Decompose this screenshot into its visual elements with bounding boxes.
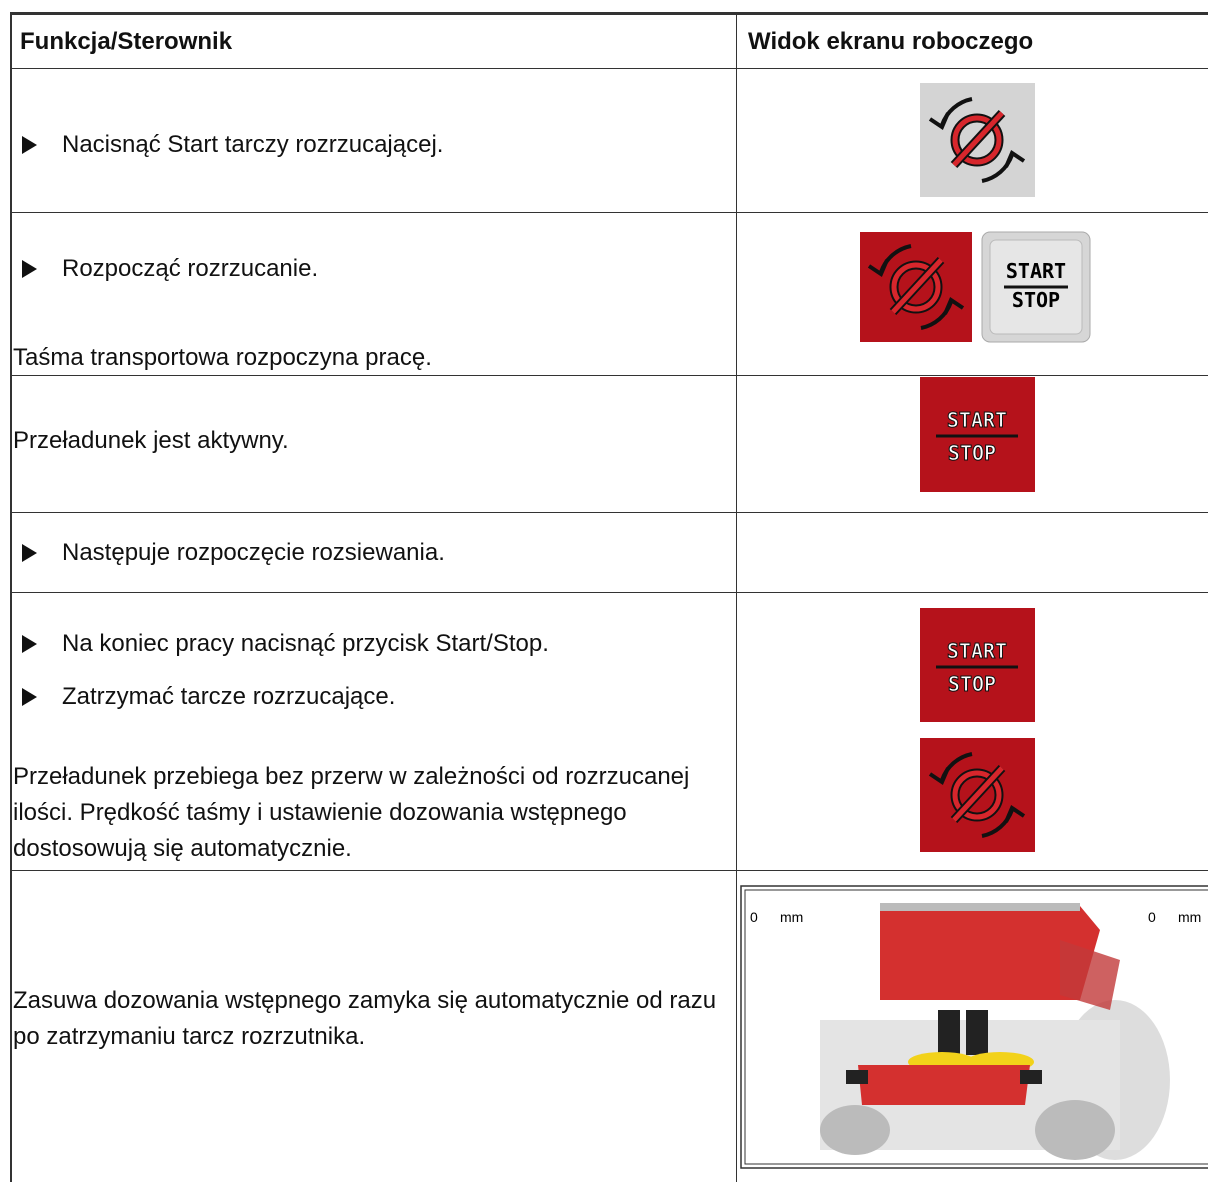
bullet xyxy=(22,544,37,562)
note: Taśma transportowa rozpoczyna pracę. xyxy=(13,344,432,371)
screen-unit: mm xyxy=(780,909,803,925)
icon-label: START xyxy=(947,639,1007,663)
screen-value: 0 xyxy=(1148,909,1156,925)
note: Przeładunek przebiega bez przerw w zależ… xyxy=(13,763,690,862)
row-divider xyxy=(10,512,1208,513)
icon-disc-active xyxy=(860,232,972,342)
screen-unit: mm xyxy=(1178,909,1201,925)
step: Następuje rozpoczęcie rozsiewania. xyxy=(62,539,445,566)
step: Zatrzymać tarcze rozrzucające. xyxy=(62,683,396,710)
row-divider xyxy=(10,212,1208,213)
column-header: Widok ekranu roboczego xyxy=(748,28,1034,55)
icon-label: STOP xyxy=(1012,288,1060,312)
row-divider xyxy=(10,592,1208,593)
column-divider xyxy=(736,12,737,1182)
screen-value: 0 xyxy=(750,909,758,925)
icon-disc-active xyxy=(920,738,1035,852)
bullet xyxy=(22,688,37,706)
row-divider xyxy=(10,68,1208,69)
bullet xyxy=(22,260,37,278)
bullet xyxy=(22,136,37,154)
step: Rozpocząć rozrzucanie. xyxy=(62,255,319,282)
icon-start-stop-active: START STOP xyxy=(920,608,1035,722)
icon-label: START xyxy=(1006,259,1066,283)
icon-start-stop-active: START STOP xyxy=(920,377,1035,492)
column-header: Funkcja/Sterownik xyxy=(20,28,233,55)
note: Przeładunek jest aktywny. xyxy=(13,427,289,454)
table-border xyxy=(10,12,1208,15)
row-divider xyxy=(10,375,1208,376)
icon-start-stop: START STOP xyxy=(981,231,1091,343)
icon-label: START xyxy=(947,408,1007,432)
row-divider xyxy=(10,870,1208,871)
icon-disc xyxy=(920,83,1035,197)
screen-view: 0 mm 0 mm xyxy=(740,885,1208,1169)
icon-label: STOP xyxy=(948,441,996,465)
step: Na koniec pracy nacisnąć przycisk Start/… xyxy=(62,630,549,657)
note: Zasuwa dozowania wstępnego zamyka się au… xyxy=(13,987,717,1050)
bullet xyxy=(22,635,37,653)
table-border xyxy=(10,12,12,1182)
step: Nacisnąć Start tarczy rozrzucającej. xyxy=(62,131,444,158)
icon-label: STOP xyxy=(948,672,996,696)
